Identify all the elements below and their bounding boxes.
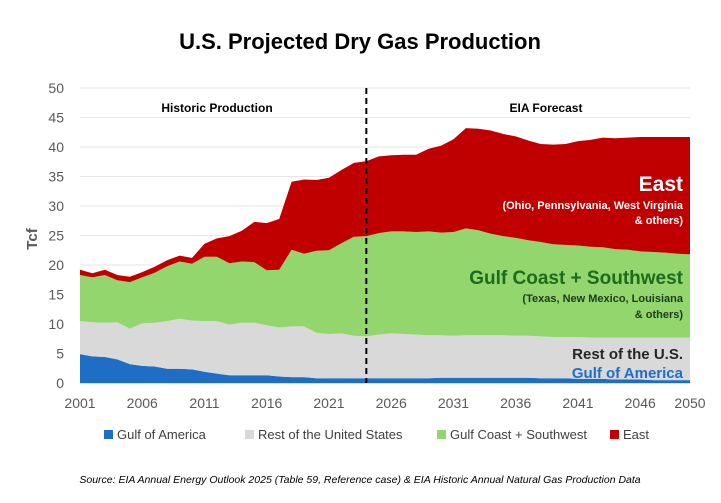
x-tick-label: 2016: [251, 395, 282, 411]
gulf-coast-region-detail-1: (Texas, New Mexico, Louisiana: [522, 293, 683, 305]
y-tick-label: 50: [48, 80, 64, 96]
legend: Gulf of America Rest of the United State…: [104, 427, 649, 442]
east-region-detail-1: (Ohio, Pennsylvania, West Virginia: [502, 200, 683, 212]
stacked-areas: [80, 128, 690, 383]
legend-label-east: East: [623, 427, 649, 442]
y-tick-label: 30: [48, 198, 64, 214]
x-tick-label: 2001: [64, 395, 95, 411]
area-east: [80, 128, 690, 283]
rest-of-us-label: Rest of the U.S.: [572, 346, 683, 363]
area-gulf-coast-southwest: [80, 228, 690, 338]
legend-swatch-gulf-of-america: [104, 430, 113, 439]
x-tick-label: 2031: [438, 395, 469, 411]
x-tick-label: 2011: [189, 395, 219, 411]
legend-swatch-rest-of-us: [245, 430, 254, 439]
y-tick-label: 15: [48, 287, 64, 303]
y-tick-label: 25: [48, 228, 64, 244]
x-tick-label: 2046: [625, 395, 656, 411]
y-tick-label: 20: [48, 257, 64, 273]
y-axis-label: Tcf: [24, 227, 41, 249]
area-rest-of-the-united-states: [80, 318, 690, 381]
x-tick-label: 2036: [500, 395, 531, 411]
east-region-detail-2: & others): [635, 215, 684, 227]
legend-label-gulf-of-america: Gulf of America: [117, 427, 207, 442]
gulf-coast-region-label: Gulf Coast + Southwest: [469, 268, 683, 289]
x-tick-label: 2050: [674, 395, 705, 411]
historic-period-label: Historic Production: [161, 101, 272, 115]
y-tick-label: 10: [48, 316, 64, 332]
x-tick-label: 2021: [313, 395, 344, 411]
legend-label-gulf-coast: Gulf Coast + Southwest: [450, 427, 587, 442]
x-tick-label: 2006: [127, 395, 158, 411]
gulf-coast-region-detail-2: & others): [635, 309, 684, 321]
y-axis-ticks: 0 5 10 15 20 25 30 35 40 45 50: [48, 80, 64, 391]
legend-swatch-east: [610, 430, 619, 439]
gulf-of-america-label: Gulf of America: [572, 365, 684, 382]
legend-label-rest-of-us: Rest of the United States: [258, 427, 403, 442]
source-note: Source: EIA Annual Energy Outlook 2025 (…: [79, 474, 640, 486]
x-tick-label: 2026: [376, 395, 407, 411]
y-tick-label: 35: [48, 169, 64, 185]
y-tick-label: 0: [56, 375, 64, 391]
x-axis-ticks: 2001 2006 2011 2016 2021 2026 2031 2036 2041 2046…: [64, 395, 705, 411]
y-tick-label: 40: [48, 139, 64, 155]
east-region-label: East: [639, 173, 683, 196]
x-tick-label: 2041: [562, 395, 593, 411]
chart-title: U.S. Projected Dry Gas Production: [179, 29, 541, 54]
y-tick-label: 5: [56, 346, 64, 362]
area-gulf-of-america: [80, 354, 690, 383]
legend-swatch-gulf-coast: [437, 430, 446, 439]
y-tick-label: 45: [48, 110, 64, 126]
forecast-period-label: EIA Forecast: [510, 101, 583, 115]
